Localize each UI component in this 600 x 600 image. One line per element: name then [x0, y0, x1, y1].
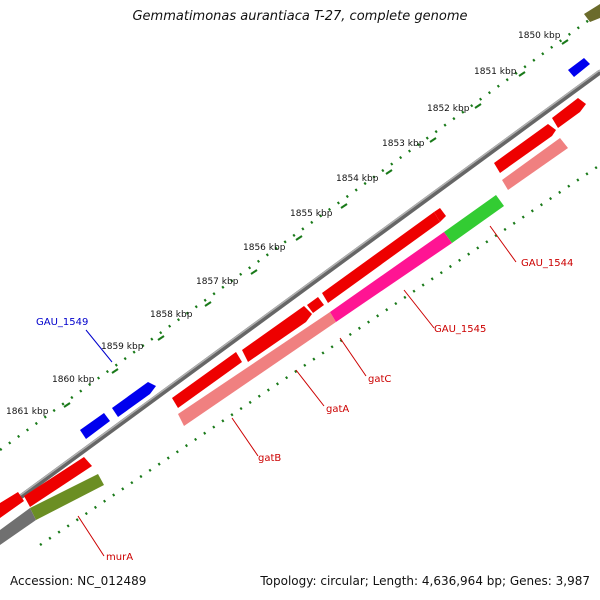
scale-tick-label: 1853 kbp — [382, 139, 425, 149]
gene-GAU_1549 — [80, 413, 110, 439]
scale-tick — [340, 203, 348, 209]
scale-tick — [385, 169, 393, 175]
gene-gatB — [178, 312, 336, 426]
scale-tick-label: 1859 kbp — [101, 342, 144, 352]
gene-cds-f7 — [552, 98, 586, 128]
scale-tick — [295, 235, 303, 241]
gene-gatA — [330, 232, 452, 322]
gene-murA — [24, 457, 92, 507]
gene-cds-f4 — [322, 212, 440, 303]
scale-tick-label: 1850 kbp — [518, 31, 561, 41]
inner-tick-track — [39, 163, 600, 547]
gene-cds-f9 — [0, 492, 24, 518]
scale-tick-label: 1858 kbp — [150, 310, 193, 320]
scale-tick — [429, 137, 437, 143]
scale-tick-label: 1855 kbp — [290, 209, 333, 219]
gene-gatC — [444, 195, 504, 243]
scale-tick-label: 1860 kbp — [52, 375, 95, 385]
gene-label: murA — [106, 552, 133, 563]
scale-tick-label: 1857 kbp — [196, 277, 239, 287]
scale-ticks: 1850 kbp 1851 kbp 1852 kbp 1853 kbp 1854… — [6, 31, 569, 417]
gene-GAU_1544 — [502, 138, 568, 190]
gene-olive — [30, 474, 104, 520]
gene-label: GAU_1545 — [434, 324, 486, 335]
gene-cds-f3 — [307, 297, 324, 313]
gene-label: gatC — [368, 374, 391, 385]
cds-forward — [0, 98, 586, 518]
gene-rna-2 — [112, 382, 156, 417]
scale-tick-label: 1861 kbp — [6, 407, 49, 417]
scale-tick-label: 1854 kbp — [336, 174, 379, 184]
gene-label: GAU_1549 — [36, 317, 88, 328]
gene-cds-f2 — [242, 306, 312, 362]
scale-tick — [250, 269, 258, 275]
label-leaders — [77, 225, 517, 557]
scale-tick — [518, 71, 526, 77]
scale-tick-label: 1856 kbp — [243, 243, 286, 253]
cds-reverse — [0, 138, 568, 545]
scale-tick — [561, 39, 569, 45]
scale-tick-label: 1851 kbp — [474, 67, 517, 77]
accession-text: Accession: NC_012489 — [10, 574, 147, 588]
scale-tick — [204, 301, 212, 307]
map-title: Gemmatimonas aurantiaca T-27, complete g… — [132, 9, 468, 24]
gene-grey — [0, 508, 36, 545]
gene-label: GAU_1544 — [521, 258, 573, 269]
gene-cds-f5 — [434, 208, 446, 222]
gene-cds-f6 — [494, 124, 556, 173]
rna-features — [80, 58, 590, 439]
gene-labels: GAU_1549 GAU_1544 GAU_1545 gatC gatA gat… — [36, 258, 573, 563]
scale-tick-label: 1852 kbp — [427, 104, 470, 114]
genome-backbone — [0, 69, 600, 515]
gene-rna-3 — [568, 58, 590, 77]
scale-tick — [474, 103, 482, 109]
genome-summary-text: Topology: circular; Length: 4,636,964 bp… — [260, 574, 590, 588]
scale-tick — [157, 335, 165, 341]
scale-tick — [111, 368, 119, 374]
gene-label: gatA — [326, 404, 349, 415]
gene-olive-top — [584, 4, 600, 22]
gene-cds-f1 — [172, 352, 242, 408]
gene-label: gatB — [258, 453, 281, 464]
scale-tick — [63, 402, 71, 408]
